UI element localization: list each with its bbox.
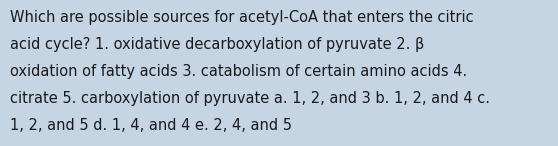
Text: 1, 2, and 5 d. 1, 4, and 4 e. 2, 4, and 5: 1, 2, and 5 d. 1, 4, and 4 e. 2, 4, and … [10, 118, 292, 133]
Text: acid cycle? 1. oxidative decarboxylation of pyruvate 2. β: acid cycle? 1. oxidative decarboxylation… [10, 37, 424, 52]
Text: citrate 5. carboxylation of pyruvate a. 1, 2, and 3 b. 1, 2, and 4 c.: citrate 5. carboxylation of pyruvate a. … [10, 91, 490, 106]
Text: oxidation of fatty acids 3. catabolism of certain amino acids 4.: oxidation of fatty acids 3. catabolism o… [10, 64, 467, 79]
Text: Which are possible sources for acetyl-CoA that enters the citric: Which are possible sources for acetyl-Co… [10, 10, 474, 25]
